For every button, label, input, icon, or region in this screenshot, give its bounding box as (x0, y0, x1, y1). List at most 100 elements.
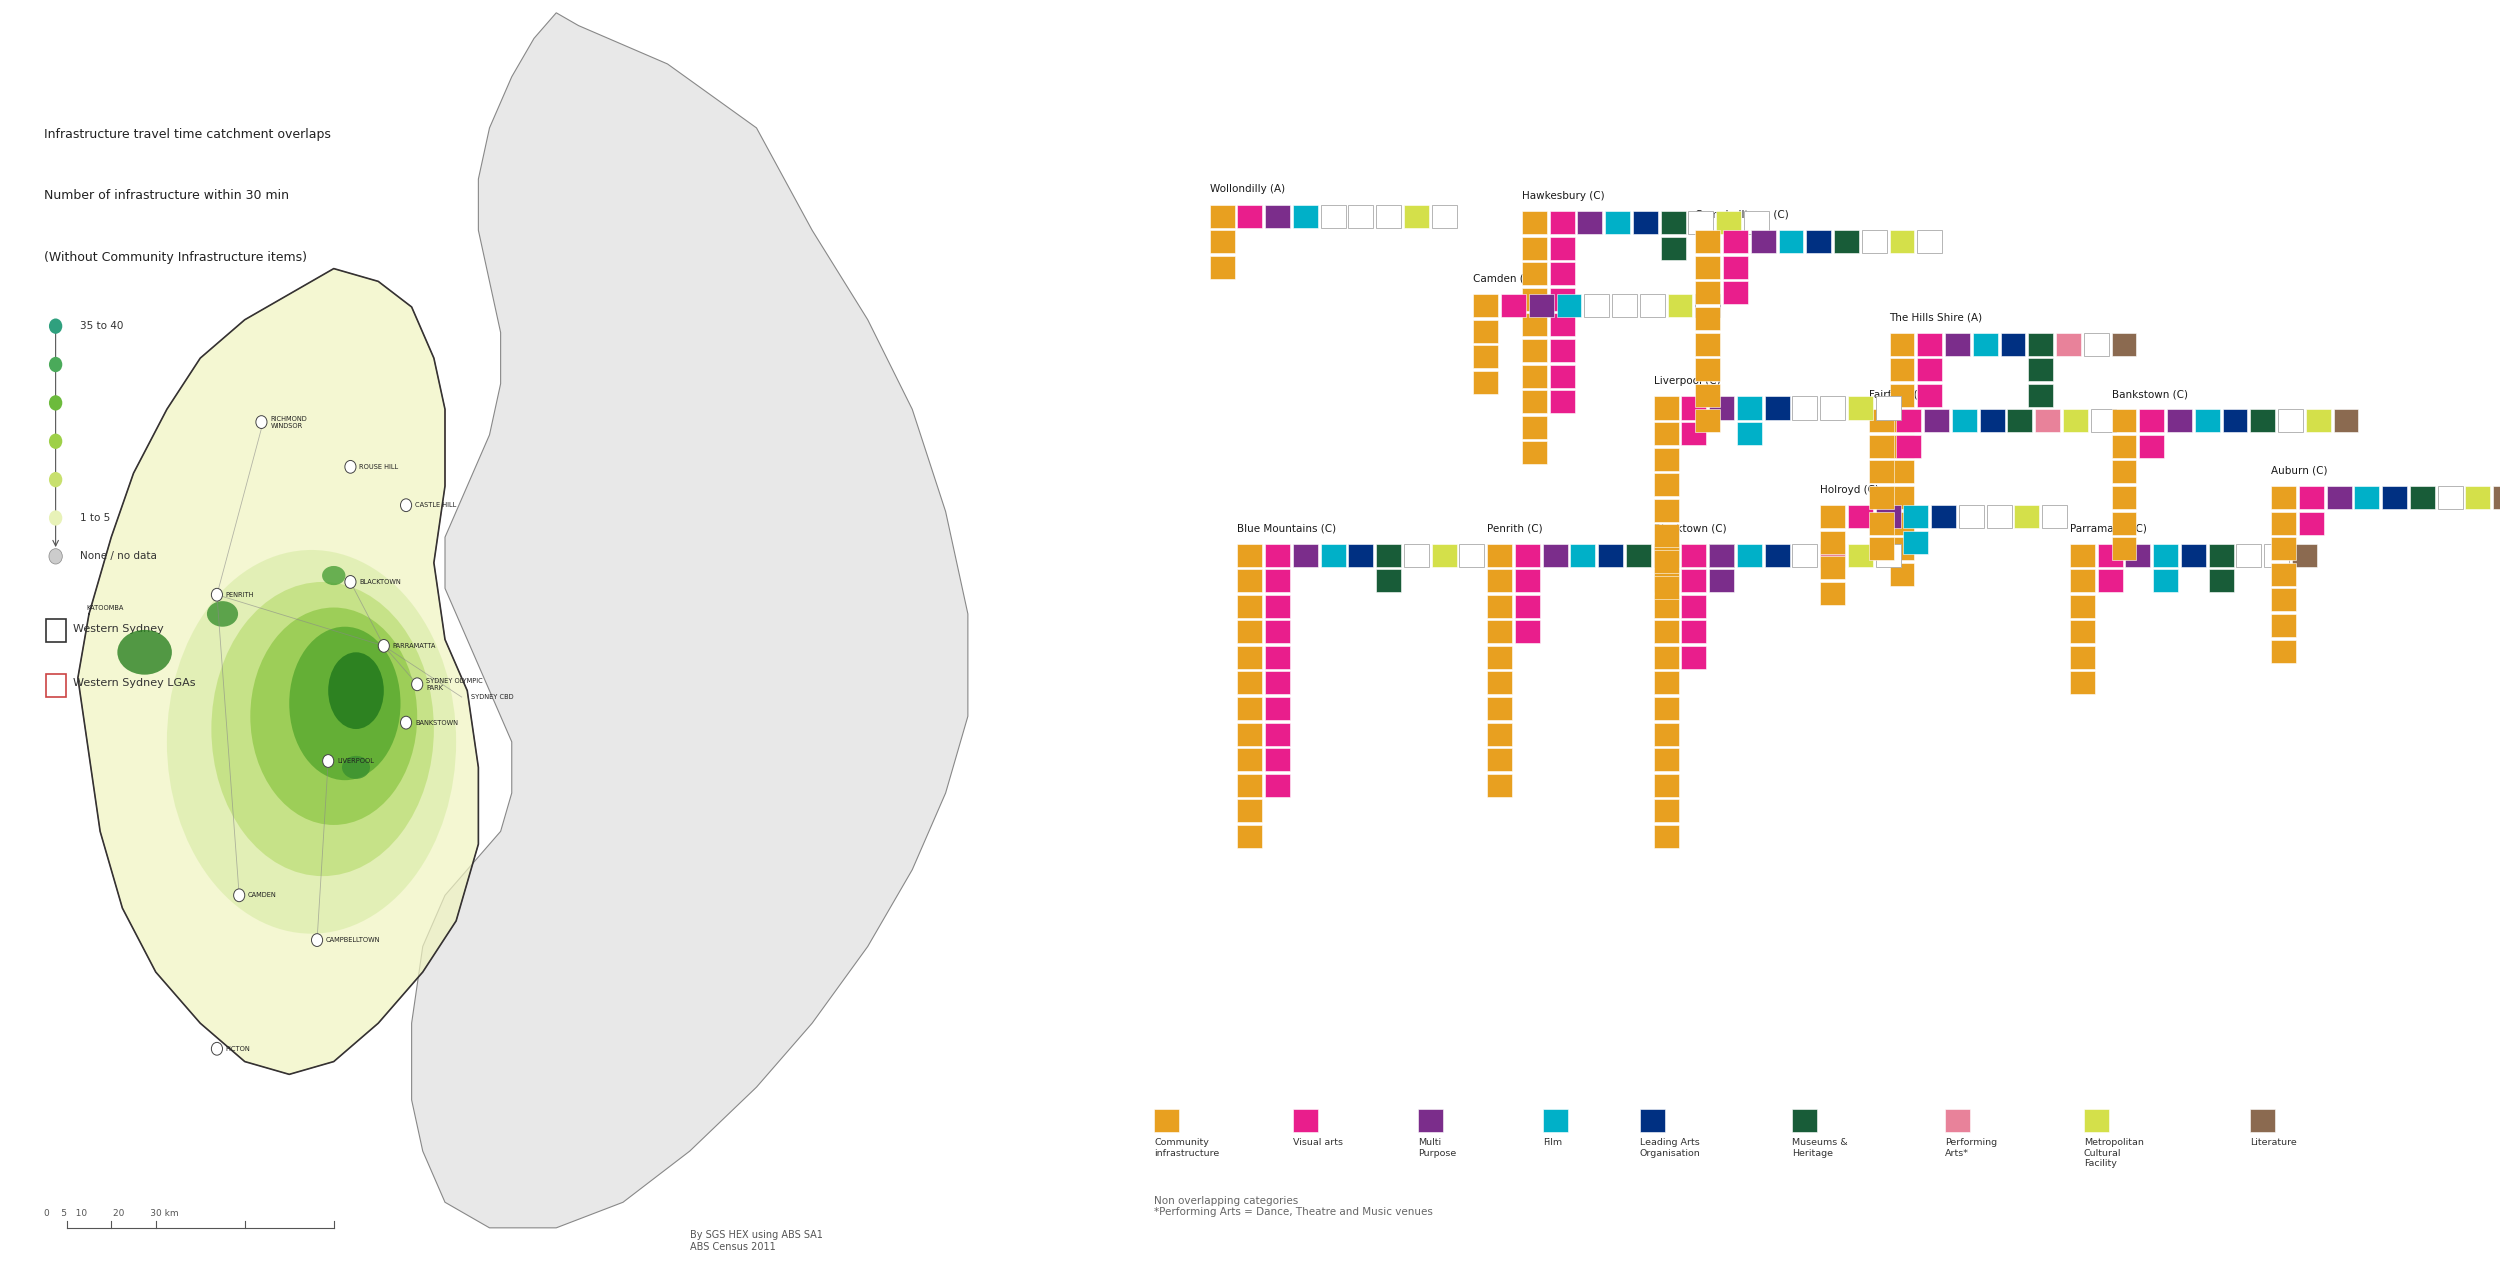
Text: Penrith (C): Penrith (C) (1488, 523, 1542, 533)
FancyBboxPatch shape (1238, 748, 1262, 771)
Circle shape (378, 640, 390, 652)
Circle shape (312, 934, 322, 946)
Circle shape (232, 889, 245, 902)
Circle shape (213, 1042, 222, 1055)
FancyBboxPatch shape (2270, 614, 2295, 637)
FancyBboxPatch shape (2140, 409, 2165, 432)
FancyBboxPatch shape (1542, 544, 1568, 567)
FancyBboxPatch shape (1238, 569, 1262, 592)
FancyBboxPatch shape (1210, 256, 1235, 279)
FancyBboxPatch shape (1688, 211, 1712, 234)
FancyBboxPatch shape (2112, 333, 2138, 356)
FancyBboxPatch shape (1652, 774, 1678, 797)
FancyBboxPatch shape (1710, 396, 1735, 420)
FancyBboxPatch shape (1640, 294, 1665, 317)
FancyBboxPatch shape (1460, 544, 1485, 567)
FancyBboxPatch shape (2270, 588, 2295, 611)
Text: Infrastructure travel time catchment overlaps: Infrastructure travel time catchment ove… (45, 128, 332, 141)
Text: Leading Arts
Organisation: Leading Arts Organisation (1640, 1138, 1700, 1157)
Circle shape (50, 434, 62, 449)
Text: PARRAMATTA: PARRAMATTA (392, 643, 435, 648)
FancyBboxPatch shape (2410, 486, 2435, 509)
FancyBboxPatch shape (1238, 646, 1262, 669)
FancyBboxPatch shape (1522, 441, 1548, 464)
FancyBboxPatch shape (2492, 486, 2500, 509)
FancyBboxPatch shape (2180, 544, 2205, 567)
FancyBboxPatch shape (2438, 486, 2462, 509)
FancyBboxPatch shape (1348, 544, 1372, 567)
FancyBboxPatch shape (2265, 544, 2290, 567)
FancyBboxPatch shape (2250, 1109, 2275, 1132)
FancyBboxPatch shape (2112, 409, 2138, 432)
Text: BANKSTOWN: BANKSTOWN (415, 720, 458, 725)
FancyBboxPatch shape (1745, 211, 1770, 234)
FancyBboxPatch shape (2028, 384, 2052, 407)
FancyBboxPatch shape (1265, 205, 1290, 228)
FancyBboxPatch shape (1488, 620, 1512, 643)
FancyBboxPatch shape (1980, 409, 2005, 432)
FancyBboxPatch shape (2208, 569, 2232, 592)
FancyBboxPatch shape (1292, 205, 1318, 228)
FancyBboxPatch shape (1660, 211, 1685, 234)
FancyBboxPatch shape (1558, 294, 1582, 317)
FancyBboxPatch shape (2250, 409, 2275, 432)
FancyBboxPatch shape (1902, 505, 1928, 528)
FancyBboxPatch shape (1848, 396, 1872, 420)
FancyBboxPatch shape (1522, 211, 1548, 234)
FancyBboxPatch shape (1375, 205, 1400, 228)
FancyBboxPatch shape (1737, 396, 1762, 420)
FancyBboxPatch shape (1238, 723, 1262, 746)
Ellipse shape (208, 601, 238, 627)
Text: (Without Community Infrastructure items): (Without Community Infrastructure items) (45, 251, 308, 263)
FancyBboxPatch shape (1375, 544, 1400, 567)
Text: LIVERPOOL: LIVERPOOL (338, 758, 375, 764)
FancyBboxPatch shape (2278, 409, 2302, 432)
FancyBboxPatch shape (1238, 799, 1262, 822)
FancyBboxPatch shape (2112, 435, 2138, 458)
FancyBboxPatch shape (1848, 544, 1872, 567)
FancyBboxPatch shape (1695, 409, 1720, 432)
Text: Camden (A): Camden (A) (1472, 274, 1535, 284)
Text: 35 to 40: 35 to 40 (80, 321, 122, 331)
FancyBboxPatch shape (1652, 697, 1678, 720)
FancyBboxPatch shape (1890, 384, 1915, 407)
FancyBboxPatch shape (1868, 512, 1892, 535)
FancyBboxPatch shape (1238, 620, 1262, 643)
FancyBboxPatch shape (2035, 409, 2060, 432)
FancyBboxPatch shape (2000, 333, 2025, 356)
FancyBboxPatch shape (1472, 371, 1498, 394)
FancyBboxPatch shape (1925, 409, 1950, 432)
Ellipse shape (213, 582, 435, 876)
FancyBboxPatch shape (1320, 205, 1345, 228)
Circle shape (50, 472, 62, 487)
FancyBboxPatch shape (1488, 671, 1512, 694)
Text: The Hills Shire (A): The Hills Shire (A) (1890, 312, 1982, 322)
FancyBboxPatch shape (2112, 460, 2138, 483)
FancyBboxPatch shape (1530, 294, 1552, 317)
FancyBboxPatch shape (2270, 563, 2295, 586)
FancyBboxPatch shape (2465, 486, 2490, 509)
Text: RICHMOND
WINDSOR: RICHMOND WINDSOR (270, 416, 308, 428)
FancyBboxPatch shape (1265, 595, 1290, 618)
FancyBboxPatch shape (1598, 544, 1622, 567)
FancyBboxPatch shape (1405, 544, 1430, 567)
FancyBboxPatch shape (1488, 697, 1512, 720)
FancyBboxPatch shape (1682, 569, 1708, 592)
FancyBboxPatch shape (1515, 595, 1540, 618)
FancyBboxPatch shape (1417, 1109, 1442, 1132)
FancyBboxPatch shape (1515, 620, 1540, 643)
FancyBboxPatch shape (1640, 1109, 1665, 1132)
FancyBboxPatch shape (2208, 544, 2232, 567)
FancyBboxPatch shape (2292, 544, 2318, 567)
FancyBboxPatch shape (2112, 512, 2138, 535)
FancyBboxPatch shape (1652, 544, 1678, 567)
Text: Campbelltown (C): Campbelltown (C) (1695, 210, 1790, 220)
Circle shape (412, 678, 422, 691)
FancyBboxPatch shape (1898, 409, 1922, 432)
FancyBboxPatch shape (2152, 569, 2178, 592)
FancyBboxPatch shape (2355, 486, 2380, 509)
FancyBboxPatch shape (2222, 409, 2248, 432)
FancyBboxPatch shape (1522, 390, 1548, 413)
Text: Metropolitan
Cultural
Facility: Metropolitan Cultural Facility (2085, 1138, 2142, 1168)
Text: 0    5   10         20         30 km: 0 5 10 20 30 km (45, 1209, 180, 1218)
